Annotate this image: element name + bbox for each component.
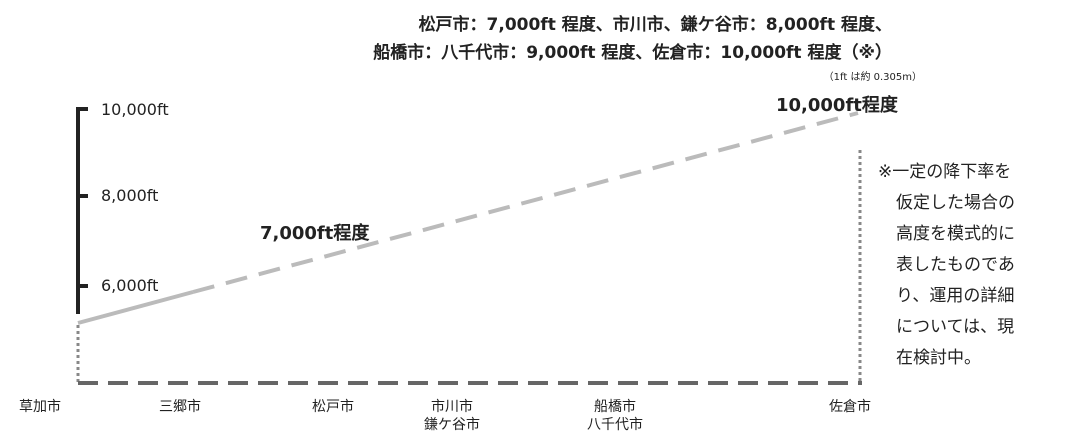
city-label: 三郷市	[159, 399, 201, 415]
header-line-1: 松戸市：7,000ft 程度、市川市、鎌ケ谷市：8,000ft 程度、	[418, 15, 892, 35]
tick-label-8000: 8,000ft	[101, 186, 159, 205]
city-label: 佐倉市	[829, 399, 871, 415]
descent-line-solid	[77, 290, 194, 325]
side-note: ※一定の降下率を 仮定した場合の 高度を模式的に 表したものであ り、運用の詳細…	[878, 162, 1015, 368]
tick-label-10000: 10,000ft	[101, 100, 169, 119]
unit-note: （1ft は約 0.305m）	[823, 72, 922, 83]
mid-altitude-label: 7,000ft程度	[260, 223, 370, 244]
city-label: 船橋市 八千代市	[587, 399, 643, 433]
city-label: 草加市	[19, 399, 61, 415]
tick-label-6000: 6,000ft	[101, 276, 159, 295]
descent-line-dashed	[192, 111, 859, 294]
header-line-2: 船橋市：八千代市：9,000ft 程度、佐倉市：10,000ft 程度（※）	[373, 43, 892, 63]
peak-altitude-label: 10,000ft程度	[776, 95, 898, 116]
city-label: 市川市 鎌ケ谷市	[424, 399, 480, 433]
city-label: 松戸市	[312, 399, 354, 415]
